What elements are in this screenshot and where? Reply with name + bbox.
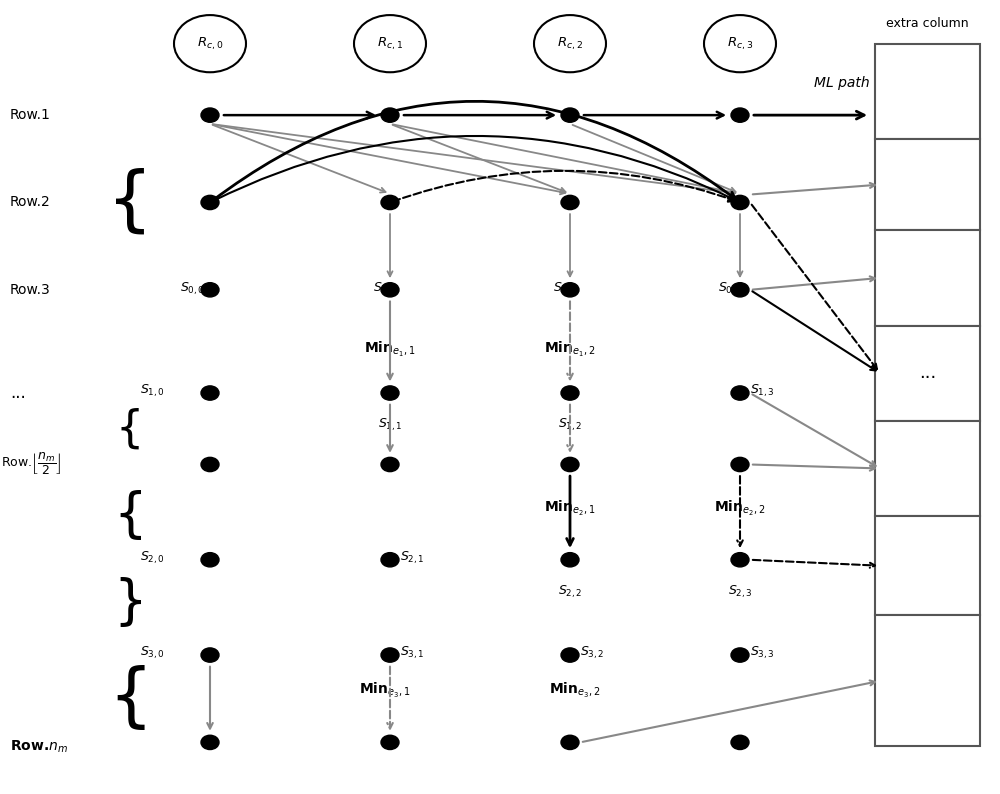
Circle shape [381,195,399,210]
Text: $\mathbf{Min}_{e_2,1}$: $\mathbf{Min}_{e_2,1}$ [544,499,596,518]
Text: $S_{0,3}$: $S_{0,3}$ [718,280,742,297]
Bar [875,230,980,326]
Circle shape [201,648,219,662]
FancyArrowPatch shape [212,136,735,201]
Text: $\mathbf{Min}_{e_1,1}$: $\mathbf{Min}_{e_1,1}$ [364,340,416,359]
Circle shape [381,735,399,750]
Circle shape [381,648,399,662]
Text: $S_{3,1}$: $S_{3,1}$ [400,645,425,661]
Text: ...: ... [919,364,936,382]
Circle shape [731,108,749,122]
Circle shape [201,735,219,750]
Circle shape [201,553,219,567]
Circle shape [201,457,219,472]
Circle shape [381,386,399,400]
Text: extra column: extra column [886,17,969,30]
Text: Row.$\left\lfloor\dfrac{n_m}{2}\right\rfloor$: Row.$\left\lfloor\dfrac{n_m}{2}\right\rf… [1,452,61,477]
Bar [875,421,980,516]
Circle shape [731,283,749,297]
Circle shape [381,457,399,472]
Text: {: { [107,168,153,237]
Text: $S_{1,2}$: $S_{1,2}$ [558,417,582,434]
Circle shape [561,283,579,297]
Text: $S_{1,0}$: $S_{1,0}$ [140,383,165,399]
Text: $S_{2,1}$: $S_{2,1}$ [400,549,425,565]
Circle shape [731,457,749,472]
Text: $S_{2,0}$: $S_{2,0}$ [140,549,165,565]
Text: $S_{3,3}$: $S_{3,3}$ [750,645,775,661]
Circle shape [561,386,579,400]
Circle shape [381,553,399,567]
FancyArrowPatch shape [212,102,735,201]
Circle shape [561,553,579,567]
Text: ...: ... [10,384,26,402]
Bar [875,326,980,421]
Text: $R_{c,0}$: $R_{c,0}$ [197,36,223,52]
Circle shape [561,108,579,122]
Text: $S_{2,2}$: $S_{2,2}$ [558,584,582,600]
Text: }: } [113,577,147,630]
Text: $\mathbf{Min}_{e_1,2}$: $\mathbf{Min}_{e_1,2}$ [544,340,596,359]
Circle shape [731,648,749,662]
FancyArrowPatch shape [393,171,735,202]
Circle shape [561,648,579,662]
Bar [875,44,980,139]
Circle shape [201,195,219,210]
Circle shape [381,108,399,122]
Text: $\mathbf{Min}_{e_3,2}$: $\mathbf{Min}_{e_3,2}$ [549,681,601,700]
Circle shape [201,283,219,297]
Text: Row.$n_m$: Row.$n_m$ [10,738,68,754]
Text: $R_{c,1}$: $R_{c,1}$ [377,36,403,52]
Circle shape [731,553,749,567]
Text: $S_{2,3}$: $S_{2,3}$ [728,584,752,600]
Circle shape [561,735,579,750]
Circle shape [561,457,579,472]
Text: $\mathbf{Min}_{e_3,1}$: $\mathbf{Min}_{e_3,1}$ [359,681,411,700]
Circle shape [731,195,749,210]
Text: ML path: ML path [814,76,870,91]
Circle shape [731,386,749,400]
Circle shape [201,386,219,400]
Text: $S_{1,3}$: $S_{1,3}$ [750,383,775,399]
Circle shape [731,735,749,750]
Text: $R_{c,2}$: $R_{c,2}$ [557,36,583,52]
Text: $R_{c,3}$: $R_{c,3}$ [727,36,753,52]
Text: Row.2: Row.2 [10,195,51,210]
Text: {: { [116,407,144,450]
Text: $S_{0,0}$: $S_{0,0}$ [180,280,205,297]
Text: {: { [108,665,152,732]
Bar [875,615,980,746]
Text: $S_{3,2}$: $S_{3,2}$ [580,645,605,661]
Text: {: { [113,490,147,542]
Text: $S_{3,0}$: $S_{3,0}$ [140,645,165,661]
Bar [875,139,980,230]
Text: $S_{1,1}$: $S_{1,1}$ [378,417,402,434]
Circle shape [201,108,219,122]
Circle shape [561,195,579,210]
Text: $S_{0,2}$: $S_{0,2}$ [553,280,577,297]
Text: $S_{0,1}$: $S_{0,1}$ [373,280,397,297]
Text: Row.3: Row.3 [10,283,51,297]
Circle shape [381,283,399,297]
Text: Row.1: Row.1 [10,108,51,122]
Bar [875,516,980,615]
Text: $\mathbf{Min}_{e_2,2}$: $\mathbf{Min}_{e_2,2}$ [714,499,766,518]
